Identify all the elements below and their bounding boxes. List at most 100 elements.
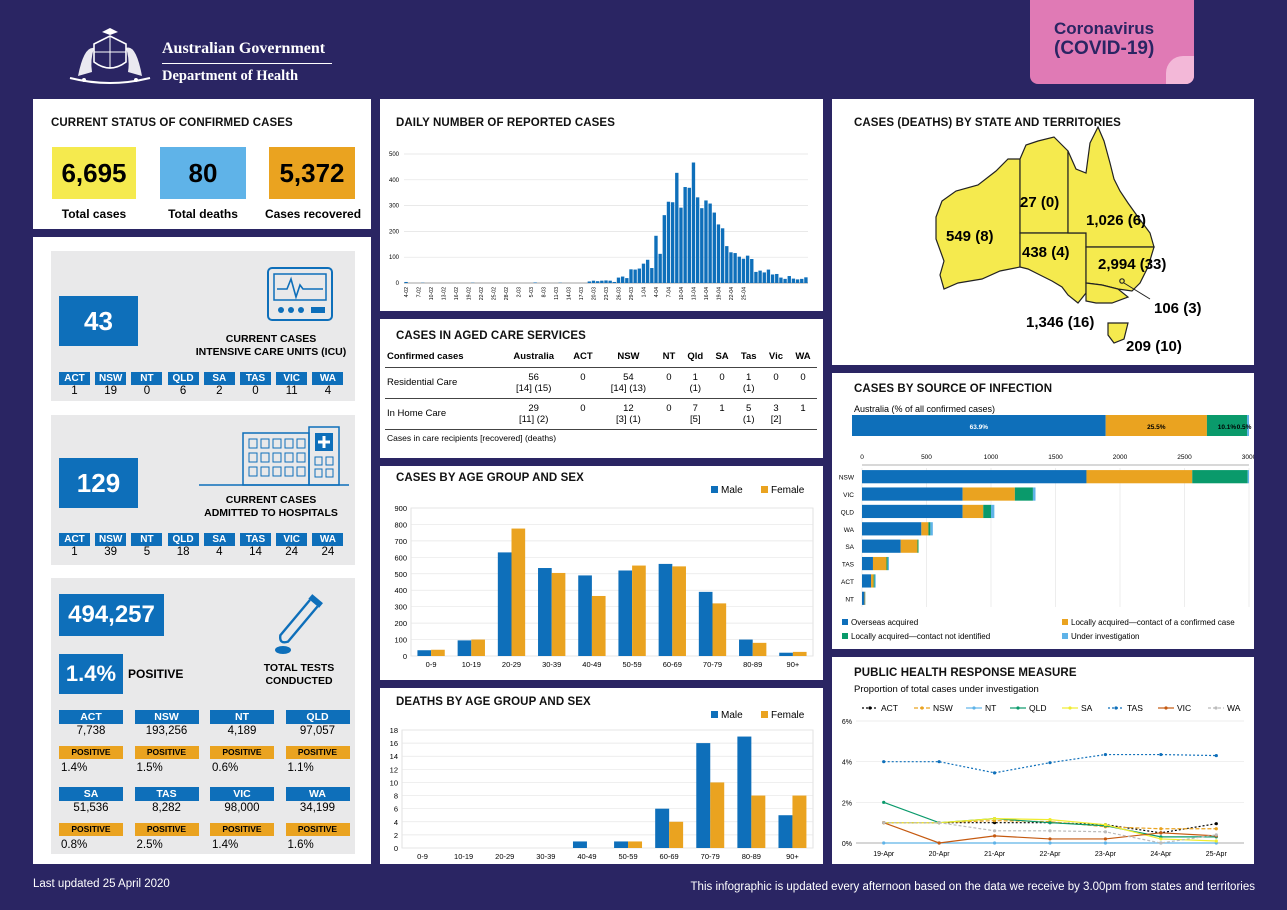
australia-map: 549 (8) 27 (0) 1,026 (6) 438 (4) 2,994 (…: [935, 125, 1202, 355]
source-bar-segment: [864, 591, 866, 605]
daily-bar: [741, 258, 746, 283]
daily-bar: [691, 162, 696, 283]
phrm-point-qld: [882, 800, 886, 804]
phrm-point-sa: [992, 817, 997, 821]
state-value: 4: [216, 546, 223, 558]
aged-row: Residential Care 56 [14] (15) 0 54 [14] (13) 0…: [385, 367, 817, 398]
badge-subtitle: (COVID-19): [1054, 38, 1155, 59]
state-chip: ACT: [59, 372, 90, 385]
phrm-point-vic: [992, 834, 997, 838]
daily-bar: [695, 197, 700, 283]
chart-1-bar-female: [672, 566, 686, 656]
aged-cell: 1: [710, 398, 735, 429]
source-bar-segment: [1086, 470, 1193, 484]
state-value: 0: [252, 385, 259, 397]
daily-xtick: 26-03: [616, 287, 622, 300]
capacity-panel: 43 CURRENT CASES INTENSIVE CARE UNITS (I…: [33, 237, 371, 864]
phrm-point-tas: [1048, 761, 1052, 765]
source-bar-segment: [900, 539, 918, 553]
phrm-point-vic: [937, 841, 941, 845]
aged-header-cell: WA: [789, 347, 817, 368]
daily-bar: [750, 259, 754, 283]
australia-share-segment: [852, 415, 1106, 436]
chart-2-legend-label: Female: [771, 710, 805, 721]
chart-1-bar-male: [779, 652, 793, 656]
tests-state-count: 34,199: [299, 802, 336, 814]
aged-care-title: CASES IN AGED CARE SERVICES: [396, 330, 586, 342]
department-name: Department of Health: [162, 68, 299, 84]
aged-cell-detail: [14] (15): [515, 382, 552, 394]
daily-ytick: 500: [389, 152, 400, 158]
map-region-wa: [935, 158, 1021, 290]
source-legend-label: Locally acquired—contact of a confirmed …: [1071, 618, 1235, 627]
tests-total: 494,257: [59, 594, 164, 636]
aged-care-table: Confirmed cases Australia ACT NSW NT Qld SA Tas…: [385, 347, 817, 443]
source-bar-segment: [917, 539, 919, 553]
phrm-point-sa: [1214, 839, 1218, 843]
age-cases-title: CASES BY AGE GROUP AND SEX: [396, 472, 584, 484]
phrm-point-tas: [992, 771, 997, 775]
daily-bar: [679, 207, 683, 283]
daily-bar: [666, 201, 671, 283]
chart-1-legend-label: Male: [721, 485, 743, 496]
chart-2-bar-male: [614, 841, 629, 848]
source-bar-segment: [872, 556, 887, 571]
phrm-xtick: 22-Apr: [1039, 851, 1061, 858]
tests-label: TOTAL TESTS CONDUCTED: [249, 662, 349, 688]
tests-state-positive: 2.5%: [136, 839, 163, 851]
source-bar-segment: [862, 470, 1087, 484]
phrm-ytick: 2%: [842, 800, 852, 807]
aged-cell-detail: (1): [689, 382, 702, 394]
chart-2-xtick: 20-29: [495, 852, 514, 861]
aged-header-row: Confirmed cases Australia ACT NSW NT Qld SA Tas…: [385, 347, 817, 368]
phrm-point-tas: [937, 760, 941, 764]
chart-2-bar-female: [710, 782, 725, 848]
phrm-point-wa: [1159, 841, 1163, 845]
aged-cell-count: 0: [800, 371, 806, 383]
source-category: NSW: [839, 475, 855, 482]
daily-xtick: 22-04: [729, 287, 735, 300]
map-region-nt: [1019, 136, 1069, 234]
tests-state-chip: NSW: [134, 710, 199, 724]
aged-header-cell: ACT: [565, 347, 600, 368]
daily-xtick: 1-04: [641, 287, 647, 297]
chart-1-bar-female: [471, 639, 485, 656]
source-legend-swatch: [1062, 633, 1068, 639]
daily-title: DAILY NUMBER OF REPORTED CASES: [396, 117, 615, 129]
daily-xtick: 7-04: [666, 287, 672, 297]
aged-cell-count: 0: [773, 371, 779, 383]
phrm-point-nt: [992, 841, 997, 845]
phrm-point-sa: [1103, 823, 1108, 827]
source-category: VIC: [843, 492, 854, 499]
source-bar-segment: [1192, 470, 1248, 484]
map-label-sa: 438 (4): [1022, 244, 1070, 261]
aged-cell: 12 [3] (1): [600, 398, 657, 429]
chart-2-xtick: 70-79: [701, 852, 720, 861]
phrm-ytick: 4%: [842, 760, 852, 767]
phrm-point-qld: [1048, 821, 1052, 825]
aged-header-cell: Australia: [501, 347, 566, 368]
state-value: 6: [179, 385, 187, 397]
chart-2-bar-female: [669, 821, 684, 848]
daily-xtick: 5-03: [529, 287, 535, 297]
daily-bar: [800, 278, 804, 283]
chart-1-bar-female: [551, 572, 566, 656]
source-bar-segment: [862, 574, 872, 588]
aged-header-cell: Qld: [680, 347, 710, 368]
daily-xtick: 4-04: [654, 287, 660, 297]
aged-cell-count: 0: [580, 402, 586, 414]
daily-bar: [595, 281, 600, 283]
tests-state-chip: VIC: [210, 787, 274, 801]
chart-2-ytick: 16: [390, 739, 398, 748]
icu-count: 43: [59, 296, 138, 346]
source-xtick: 2000: [1113, 454, 1128, 461]
daily-bar: [658, 253, 662, 283]
aged-cell-detail: [791, 414, 815, 425]
aged-cell-count: 1: [719, 402, 725, 414]
phrm-point-nsw: [1159, 827, 1163, 831]
daily-bar: [737, 256, 741, 283]
map-title: CASES (DEATHS) BY STATE AND TERRITORIES: [854, 117, 1121, 129]
phrm-legend-label: QLD: [1029, 703, 1046, 713]
tests-state-count: 51,536: [73, 802, 109, 814]
tests-state-positive: 0.6%: [212, 762, 239, 774]
